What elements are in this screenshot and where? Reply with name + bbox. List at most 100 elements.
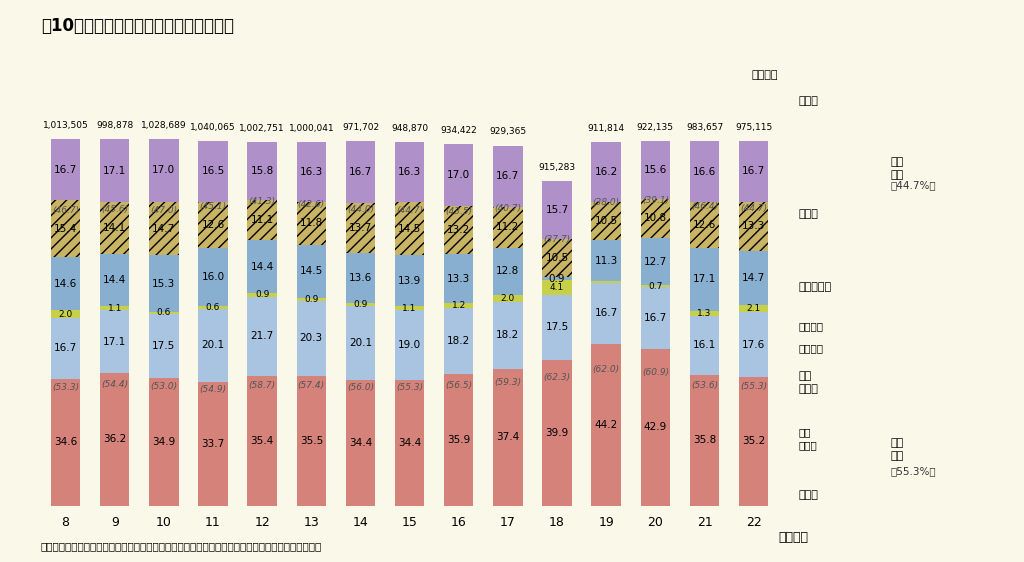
Text: 16.7: 16.7 [742, 166, 765, 176]
Text: 16.7: 16.7 [644, 313, 667, 323]
Text: 16.0: 16.0 [202, 272, 224, 282]
X-axis label: （年度）: （年度） [778, 531, 808, 544]
Text: 16.6: 16.6 [693, 166, 716, 176]
Text: 1,013,505: 1,013,505 [43, 121, 88, 130]
Bar [150, 256, 178, 311]
Text: 地方
譲与税: 地方 譲与税 [799, 427, 817, 450]
Bar [641, 238, 670, 285]
Text: 15.8: 15.8 [251, 166, 273, 176]
Text: (44.0): (44.0) [347, 205, 374, 214]
Text: 16.2: 16.2 [595, 167, 617, 177]
Text: 34.4: 34.4 [398, 438, 421, 448]
Bar [543, 360, 571, 506]
Bar [494, 302, 522, 369]
Text: 2.1: 2.1 [746, 304, 761, 313]
Text: 998,878: 998,878 [96, 121, 133, 130]
Text: 34.6: 34.6 [54, 437, 77, 447]
Bar [346, 253, 375, 303]
Text: (47.0): (47.0) [151, 206, 177, 215]
Bar [690, 141, 719, 202]
Bar [690, 375, 719, 506]
Text: 0.9: 0.9 [549, 274, 565, 284]
Bar [100, 253, 129, 306]
Text: (62.3): (62.3) [544, 373, 570, 382]
Bar [100, 202, 129, 253]
Text: 13.3: 13.3 [742, 221, 765, 232]
Text: 0.6: 0.6 [206, 303, 220, 312]
Text: 13.2: 13.2 [447, 225, 470, 235]
Bar [199, 306, 227, 309]
Bar [51, 201, 80, 257]
Bar [100, 310, 129, 373]
Bar [297, 142, 326, 202]
Bar [150, 378, 178, 506]
Text: 911,814: 911,814 [588, 124, 625, 133]
Text: 1.2: 1.2 [452, 301, 466, 310]
Text: 14.5: 14.5 [300, 266, 323, 277]
Bar [199, 141, 227, 202]
Text: 17.5: 17.5 [153, 341, 175, 351]
Bar [346, 203, 375, 253]
Text: 1,000,041: 1,000,041 [289, 124, 334, 133]
Bar [150, 139, 178, 202]
Bar [395, 306, 424, 310]
Bar [592, 344, 621, 506]
Bar [297, 298, 326, 301]
Bar [739, 140, 768, 202]
Text: (44.7): (44.7) [740, 203, 767, 212]
Bar [444, 307, 473, 374]
Bar [690, 248, 719, 311]
Bar [395, 380, 424, 506]
Text: 10.5: 10.5 [546, 253, 568, 263]
Bar [248, 142, 276, 200]
Bar [395, 202, 424, 255]
Text: (55.3): (55.3) [396, 383, 423, 392]
Text: 15.7: 15.7 [546, 205, 568, 215]
Text: 11.8: 11.8 [300, 218, 323, 228]
Bar [346, 380, 375, 506]
Text: 13.3: 13.3 [447, 274, 470, 284]
Text: 交付金等: 交付金等 [799, 343, 823, 353]
Text: (55.3): (55.3) [740, 382, 767, 391]
Text: 2.0: 2.0 [58, 310, 73, 319]
Text: 14.6: 14.6 [54, 279, 77, 289]
Bar [395, 255, 424, 306]
Text: 33.7: 33.7 [202, 439, 224, 449]
Text: (54.4): (54.4) [101, 380, 128, 389]
Text: 14.1: 14.1 [103, 223, 126, 233]
Bar [592, 344, 621, 506]
Bar [297, 301, 326, 375]
Bar [690, 375, 719, 506]
Bar [641, 285, 670, 287]
Text: 0.9: 0.9 [304, 295, 318, 304]
Text: 地方特例: 地方特例 [799, 321, 823, 331]
Bar [395, 310, 424, 380]
Text: 11.2: 11.2 [497, 222, 519, 232]
Text: 922,135: 922,135 [637, 123, 674, 132]
Bar [641, 198, 670, 238]
Text: 1,028,689: 1,028,689 [141, 121, 186, 130]
Text: 0.7: 0.7 [648, 282, 663, 291]
Text: (42.6): (42.6) [298, 201, 325, 210]
Text: 一般
財源: 一般 財源 [891, 438, 904, 461]
Bar [739, 305, 768, 312]
Text: 16.1: 16.1 [693, 340, 716, 350]
Text: (45.1): (45.1) [200, 202, 226, 211]
Bar [51, 257, 80, 310]
Text: 15.3: 15.3 [153, 279, 175, 288]
Text: 20.1: 20.1 [202, 341, 224, 351]
Text: 929,365: 929,365 [489, 128, 526, 137]
Text: 17.6: 17.6 [742, 339, 765, 350]
Text: 16.3: 16.3 [398, 167, 421, 177]
Bar [248, 297, 276, 376]
Text: 14.5: 14.5 [398, 224, 421, 234]
Text: 915,283: 915,283 [539, 163, 575, 172]
Text: 35.8: 35.8 [693, 435, 716, 445]
Bar [592, 142, 621, 202]
Text: 12.8: 12.8 [497, 266, 519, 277]
Text: （55.3%）: （55.3%） [891, 466, 937, 477]
Bar [346, 303, 375, 306]
Text: 1,040,065: 1,040,065 [190, 123, 236, 132]
Text: (54.9): (54.9) [200, 384, 226, 393]
Bar [150, 314, 178, 378]
